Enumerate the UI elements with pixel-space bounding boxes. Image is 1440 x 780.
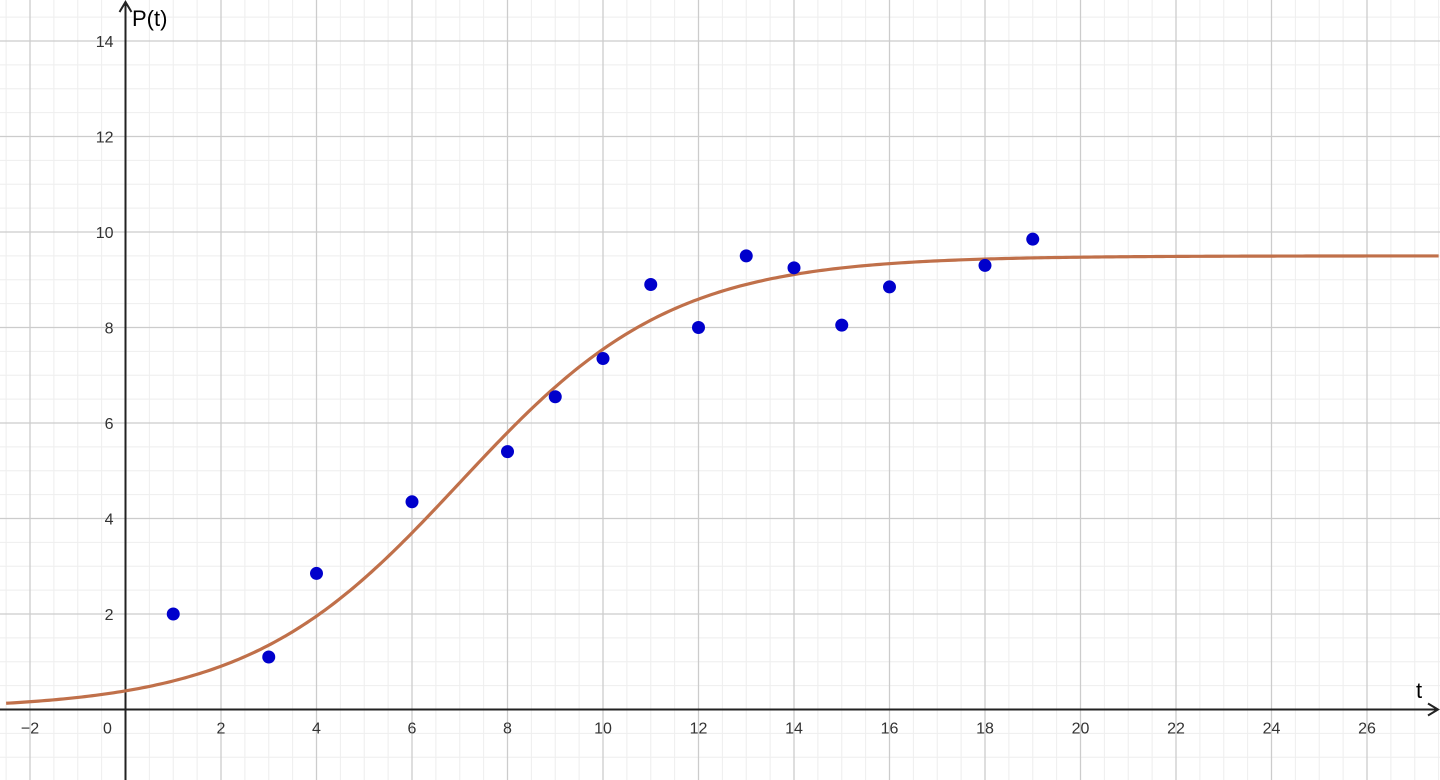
x-tick-label: 2: [217, 721, 226, 738]
x-tick-label: 0: [103, 721, 112, 738]
y-tick-label: 12: [96, 130, 114, 147]
data-point: [1026, 232, 1040, 246]
x-tick-label: 10: [594, 721, 612, 738]
x-tick-label: 26: [1358, 721, 1376, 738]
data-point: [166, 607, 180, 621]
x-tick-label: 6: [408, 721, 417, 738]
y-tick-labels: 2 4 6 8 10 12 14: [96, 34, 114, 624]
x-axis-title: t: [1416, 678, 1422, 703]
points-layer: [166, 232, 1040, 664]
data-point: [787, 261, 801, 275]
data-point: [835, 318, 849, 332]
data-point: [596, 352, 610, 366]
data-point: [405, 495, 419, 509]
x-tick-label: 18: [976, 721, 994, 738]
fit-curve: [6, 254, 1439, 705]
data-point: [883, 280, 896, 294]
x-tick-label: 22: [1167, 721, 1185, 738]
x-tick-label: 8: [503, 721, 512, 738]
data-point: [644, 278, 658, 292]
data-point: [739, 249, 753, 263]
data-point: [262, 650, 276, 664]
x-tick-label: 4: [312, 721, 321, 738]
data-point: [692, 321, 705, 334]
y-tick-label: 10: [96, 225, 114, 242]
x-tick-label: 24: [1263, 721, 1281, 738]
x-tick-label: 16: [881, 721, 899, 738]
x-tick-label: 12: [690, 721, 708, 738]
curve-layer: [6, 254, 1439, 705]
y-tick-label: 2: [105, 607, 114, 624]
y-tick-label: 8: [105, 321, 114, 338]
data-point: [310, 566, 323, 580]
x-tick-label: 20: [1072, 721, 1090, 738]
data-point: [548, 390, 562, 404]
y-axis-arrow: [118, 0, 133, 13]
y-tick-label: 4: [105, 512, 114, 529]
x-tick-label: −2: [21, 721, 39, 738]
data-point: [978, 258, 992, 272]
data-point: [501, 445, 514, 459]
y-axis-title: P(t): [132, 6, 167, 31]
x-tick-labels: −2 0 2 4 6 8 10 12 14 16 18 20 22 24 26: [21, 721, 1376, 738]
y-tick-label: 14: [96, 34, 114, 51]
x-axis-arrow: [1427, 702, 1440, 717]
x-tick-label: 14: [785, 721, 803, 738]
y-tick-label: 6: [105, 416, 114, 433]
